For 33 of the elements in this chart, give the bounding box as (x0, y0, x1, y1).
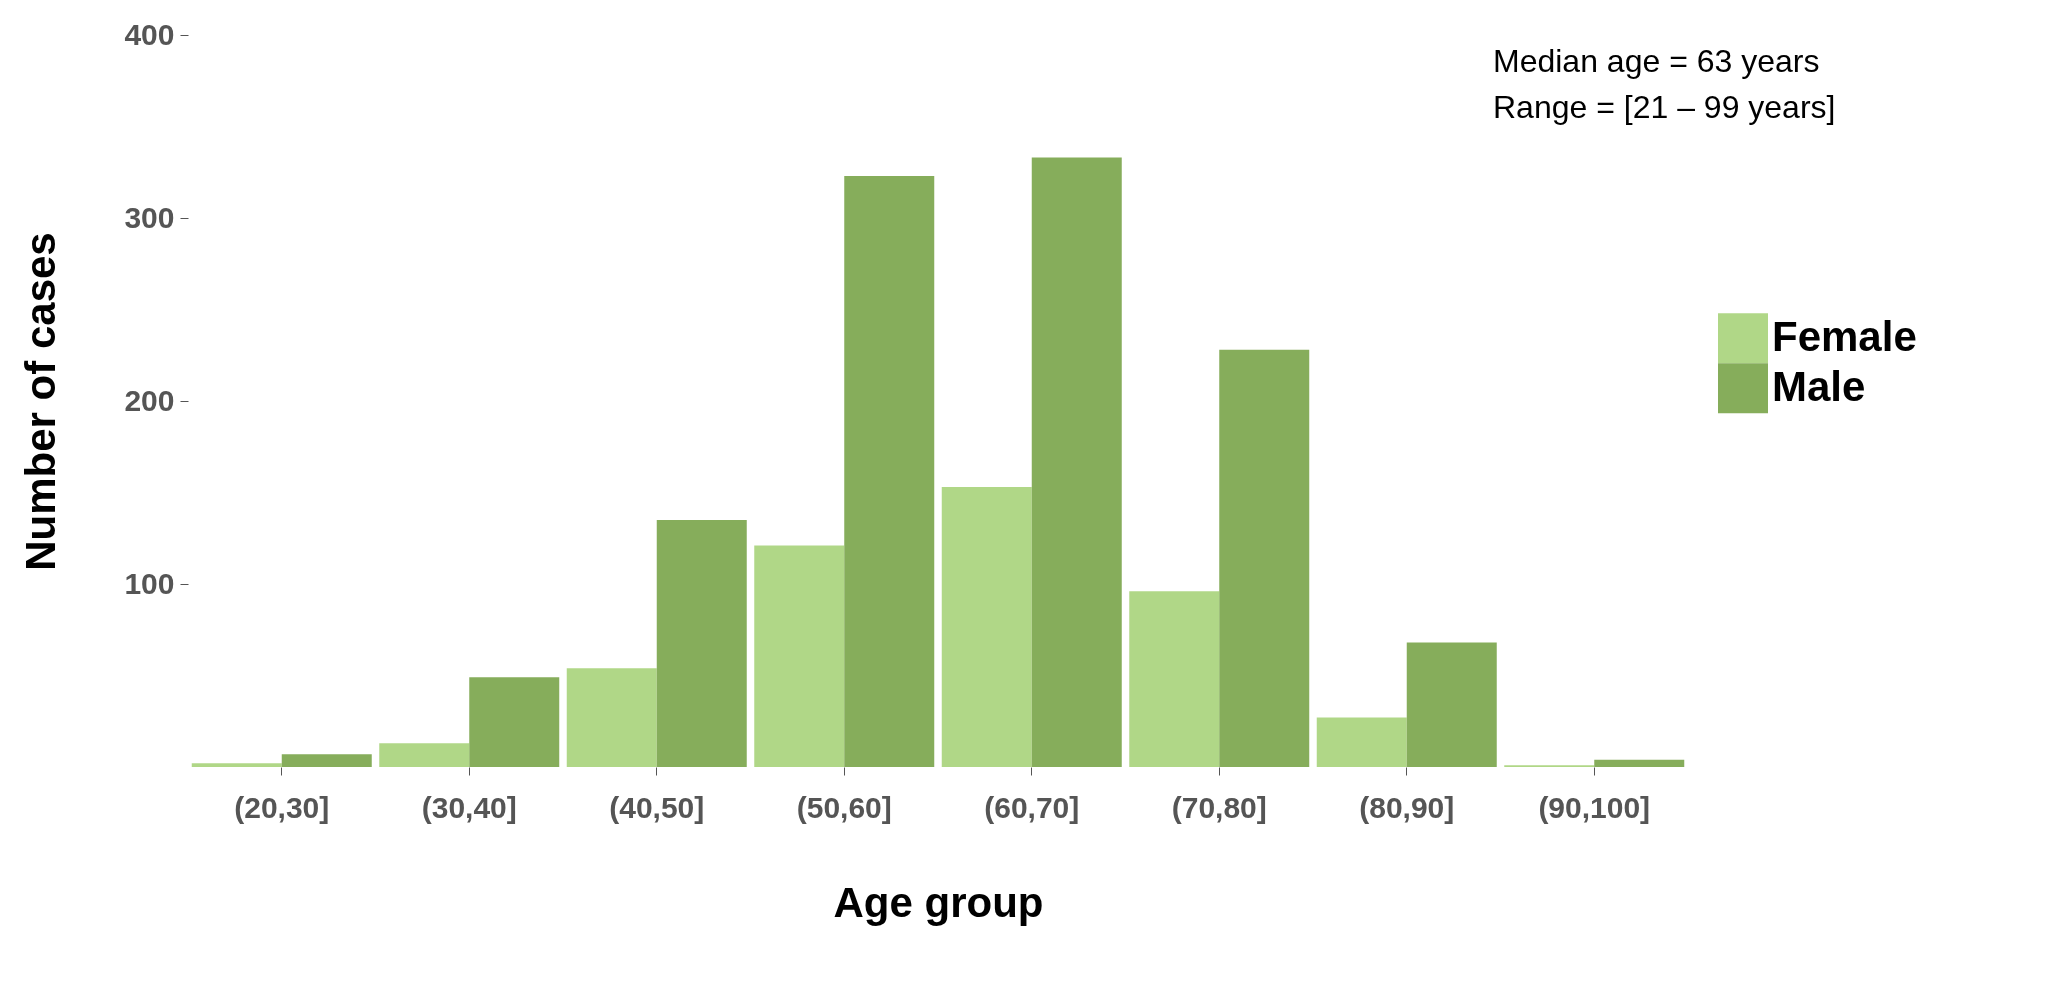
bar (1219, 349, 1310, 767)
bar (941, 487, 1032, 767)
y-tick-label: 400 (124, 17, 175, 51)
y-axis-title: Number of cases (17, 232, 65, 571)
x-tick-label: (70,80] (1171, 790, 1267, 824)
x-tick-label: (60,70] (984, 790, 1080, 824)
y-tick-label: 200 (124, 383, 175, 417)
x-tick-label: (90,100] (1538, 790, 1651, 824)
annotation: Median age = 63 years (1493, 43, 1820, 79)
bar (1406, 642, 1497, 767)
bar (754, 545, 845, 767)
x-tick-label: (80,90] (1359, 790, 1455, 824)
bar (1129, 591, 1220, 767)
bar (566, 668, 657, 767)
x-axis-title: Age group (833, 878, 1044, 926)
legend-label: Male (1772, 363, 1866, 411)
bar (1031, 157, 1122, 767)
annotation: Range = [21 – 99 years] (1493, 89, 1836, 125)
legend-label: Female (1772, 313, 1917, 361)
bar (656, 519, 747, 767)
bar (281, 754, 372, 767)
x-tick-label: (20,30] (234, 790, 330, 824)
bar (469, 677, 560, 767)
x-tick-label: (30,40] (421, 790, 517, 824)
bar (1594, 759, 1685, 767)
bar (379, 743, 470, 767)
bar (191, 763, 282, 767)
y-tick-label: 300 (124, 200, 175, 234)
x-tick-label: (40,50] (609, 790, 705, 824)
bar (1316, 717, 1407, 767)
x-tick-label: (50,60] (796, 790, 892, 824)
y-tick-label: 100 (124, 566, 175, 600)
bar (844, 175, 935, 767)
